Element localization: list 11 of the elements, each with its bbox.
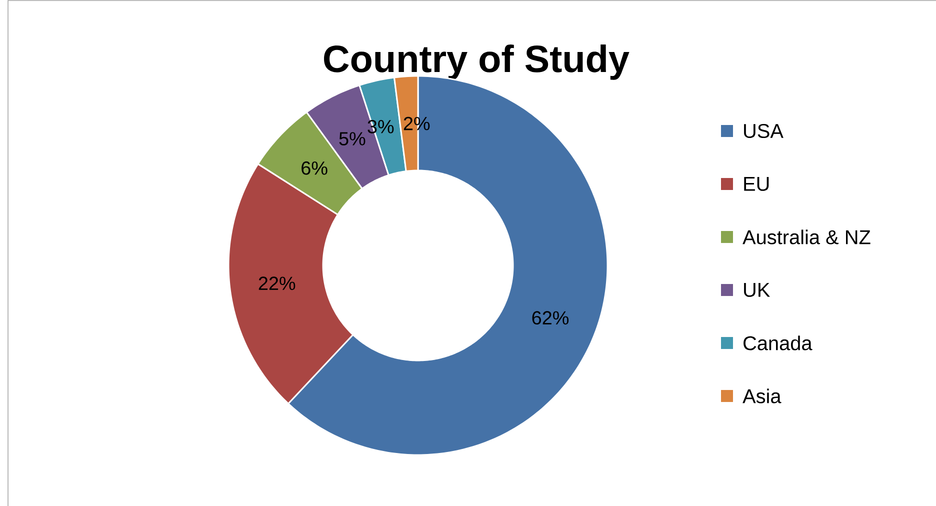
chart-title: Country of Study — [324, 44, 630, 80]
legend-label: UK — [744, 283, 770, 297]
data-label: 22% — [258, 276, 296, 290]
legend-label: EU — [744, 177, 769, 191]
legend-label: Canada — [744, 336, 812, 350]
data-label: 62% — [532, 311, 569, 325]
data-label: 5% — [339, 132, 366, 146]
legend-label: Asia — [742, 388, 782, 404]
legend-label: Australia & NZ — [742, 230, 870, 244]
data-label: 6% — [302, 161, 328, 175]
legend-label: USA — [744, 124, 784, 138]
